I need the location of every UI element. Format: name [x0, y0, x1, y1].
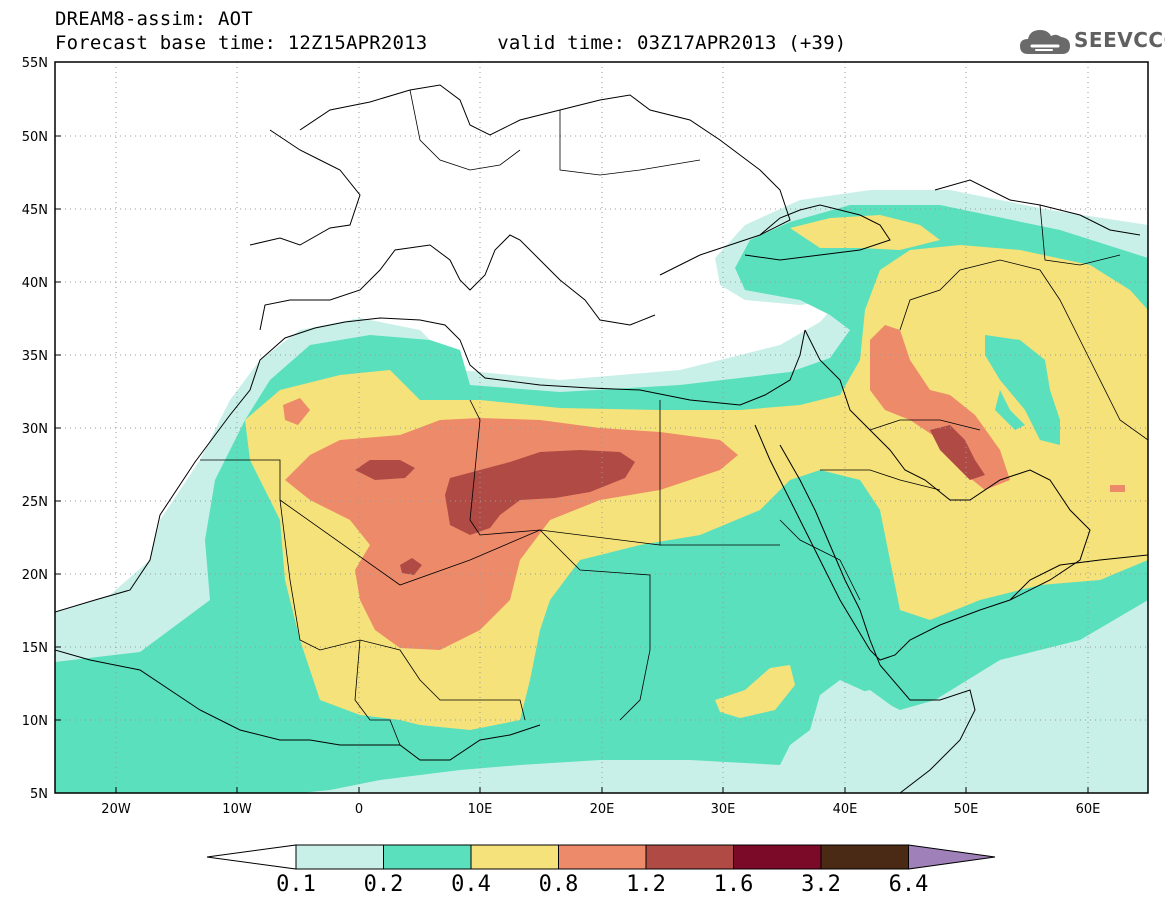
- y-tick-label: 5N: [30, 787, 48, 802]
- x-tick-label: 50E: [954, 802, 979, 817]
- x-tick-label: 40E: [833, 802, 858, 817]
- x-tick-label: 30E: [711, 802, 736, 817]
- aot-level-1.2: [445, 450, 635, 535]
- colorbar-label: 6.4: [889, 872, 929, 897]
- y-tick-label: 45N: [22, 203, 48, 218]
- cloud-icon: [1020, 30, 1070, 54]
- y-tick-label: 50N: [22, 130, 48, 145]
- x-tick-label: 60E: [1076, 802, 1101, 817]
- colorbar-label: 3.2: [801, 872, 841, 897]
- colorbar-under-arrow: [206, 844, 297, 870]
- y-tick-label: 55N: [22, 56, 48, 71]
- colorbar-swatch: [470, 844, 559, 870]
- x-tick-label: 0: [355, 802, 363, 817]
- axis-ticks: [55, 135, 1089, 793]
- x-tick-label: 20E: [590, 802, 615, 817]
- logo-text: SEEVCCC: [1074, 28, 1165, 52]
- x-tick-label: 10W: [222, 802, 252, 817]
- colorbar-label: 0.8: [539, 872, 579, 897]
- x-tick-label: 20W: [101, 802, 131, 817]
- y-tick-label: 35N: [22, 349, 48, 364]
- y-tick-label: 30N: [22, 422, 48, 437]
- seevccc-logo: SEEVCCC: [1018, 24, 1165, 58]
- chart-title: DREAM8-assim: AOT: [55, 8, 253, 30]
- y-tick-label: 20N: [22, 568, 48, 583]
- colorbar-label: 1.6: [714, 872, 754, 897]
- y-tick-label: 40N: [22, 276, 48, 291]
- x-axis-labels: 20W 10W 0 10E 20E 30E 40E 50E 60E: [101, 802, 1100, 817]
- colorbar-label: 0.1: [276, 872, 316, 897]
- y-tick-label: 10N: [22, 714, 48, 729]
- x-tick-label: 10E: [468, 802, 493, 817]
- country-borders: [200, 89, 1148, 746]
- y-axis-labels: 55N 50N 45N 40N 35N 30N 25N 20N 15N 10N …: [22, 56, 48, 802]
- graticule: [55, 62, 1148, 793]
- colorbar-swatch: [820, 844, 909, 870]
- coastlines: [55, 84, 1148, 793]
- colorbar-label: 0.2: [364, 872, 404, 897]
- colorbar-swatch: [645, 844, 734, 870]
- colorbar-label: 0.4: [451, 872, 491, 897]
- y-tick-label: 25N: [22, 495, 48, 510]
- colorbar-label: 1.2: [626, 872, 666, 897]
- colorbar-swatch: [383, 844, 472, 870]
- colorbar-swatch: [558, 844, 647, 870]
- forecast-time-line: Forecast base time: 12Z15APR2013 valid t…: [55, 32, 847, 54]
- colorbar: [206, 844, 996, 870]
- colorbar-swatch: [295, 844, 384, 870]
- y-tick-label: 15N: [22, 641, 48, 656]
- colorbar-over-arrow: [908, 844, 996, 870]
- aot-field: [55, 62, 1148, 793]
- colorbar-swatch: [733, 844, 822, 870]
- colorbar-labels: 0.1 0.2 0.4 0.8 1.2 1.6 3.2 6.4: [276, 872, 928, 897]
